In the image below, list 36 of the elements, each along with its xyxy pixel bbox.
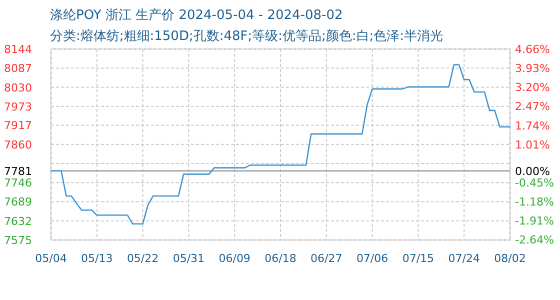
y2-tick-label: -2.64% <box>515 234 554 247</box>
x-tick-label: 06/27 <box>310 252 342 265</box>
x-tick-label: 07/24 <box>448 252 480 265</box>
y2-tick-label: 2.47% <box>515 100 550 114</box>
y-tick-label: 7575 <box>4 234 32 247</box>
x-tick-label: 06/18 <box>264 252 296 265</box>
y2-tick-label: -1.91% <box>515 214 554 228</box>
y-tick-label: 7973 <box>4 100 32 114</box>
x-tick-label: 05/04 <box>35 252 67 265</box>
y-tick-label: 7917 <box>4 119 32 132</box>
chart-subtitle: 分类:熔体纺;粗细:150D;孔数:48F;等级:优等品;颜色:白;色泽:半消光 <box>50 29 444 44</box>
y2-tick-label: 1.01% <box>515 138 550 152</box>
y-tick-label: 8144 <box>4 43 32 56</box>
y2-tick-label: 0.00% <box>515 164 550 178</box>
x-tick-label: 07/06 <box>356 252 388 265</box>
line-series <box>50 64 511 225</box>
y-tick-label: 8087 <box>4 62 32 76</box>
y-tick-label: 7860 <box>4 138 32 152</box>
y2-tick-label: 3.93% <box>515 62 550 76</box>
y2-tick-label: -1.18% <box>515 196 554 209</box>
x-tick-label: 05/31 <box>172 252 205 265</box>
x-tick-label: 05/13 <box>81 252 113 265</box>
x-tick-label: 07/15 <box>402 252 434 265</box>
y2-tick-label: 1.74% <box>515 119 550 132</box>
chart-title: 涤纶POY 浙江 生产价 2024-05-04 - 2024-08-02 <box>50 8 343 23</box>
y2-tick-label: 4.66% <box>515 43 550 56</box>
x-tick-label: 08/02 <box>494 252 526 265</box>
y-tick-label: 8030 <box>4 81 32 94</box>
y-tick-label: 7781 <box>4 164 32 178</box>
y-tick-label: 7632 <box>4 214 32 228</box>
x-tick-label: 05/22 <box>126 252 159 265</box>
y2-tick-label: 3.20% <box>515 81 550 94</box>
y2-tick-label: -0.45% <box>515 176 554 190</box>
y-tick-label: 7746 <box>4 176 32 190</box>
x-tick-label: 06/09 <box>218 252 250 265</box>
y-tick-label: 7689 <box>4 196 32 209</box>
